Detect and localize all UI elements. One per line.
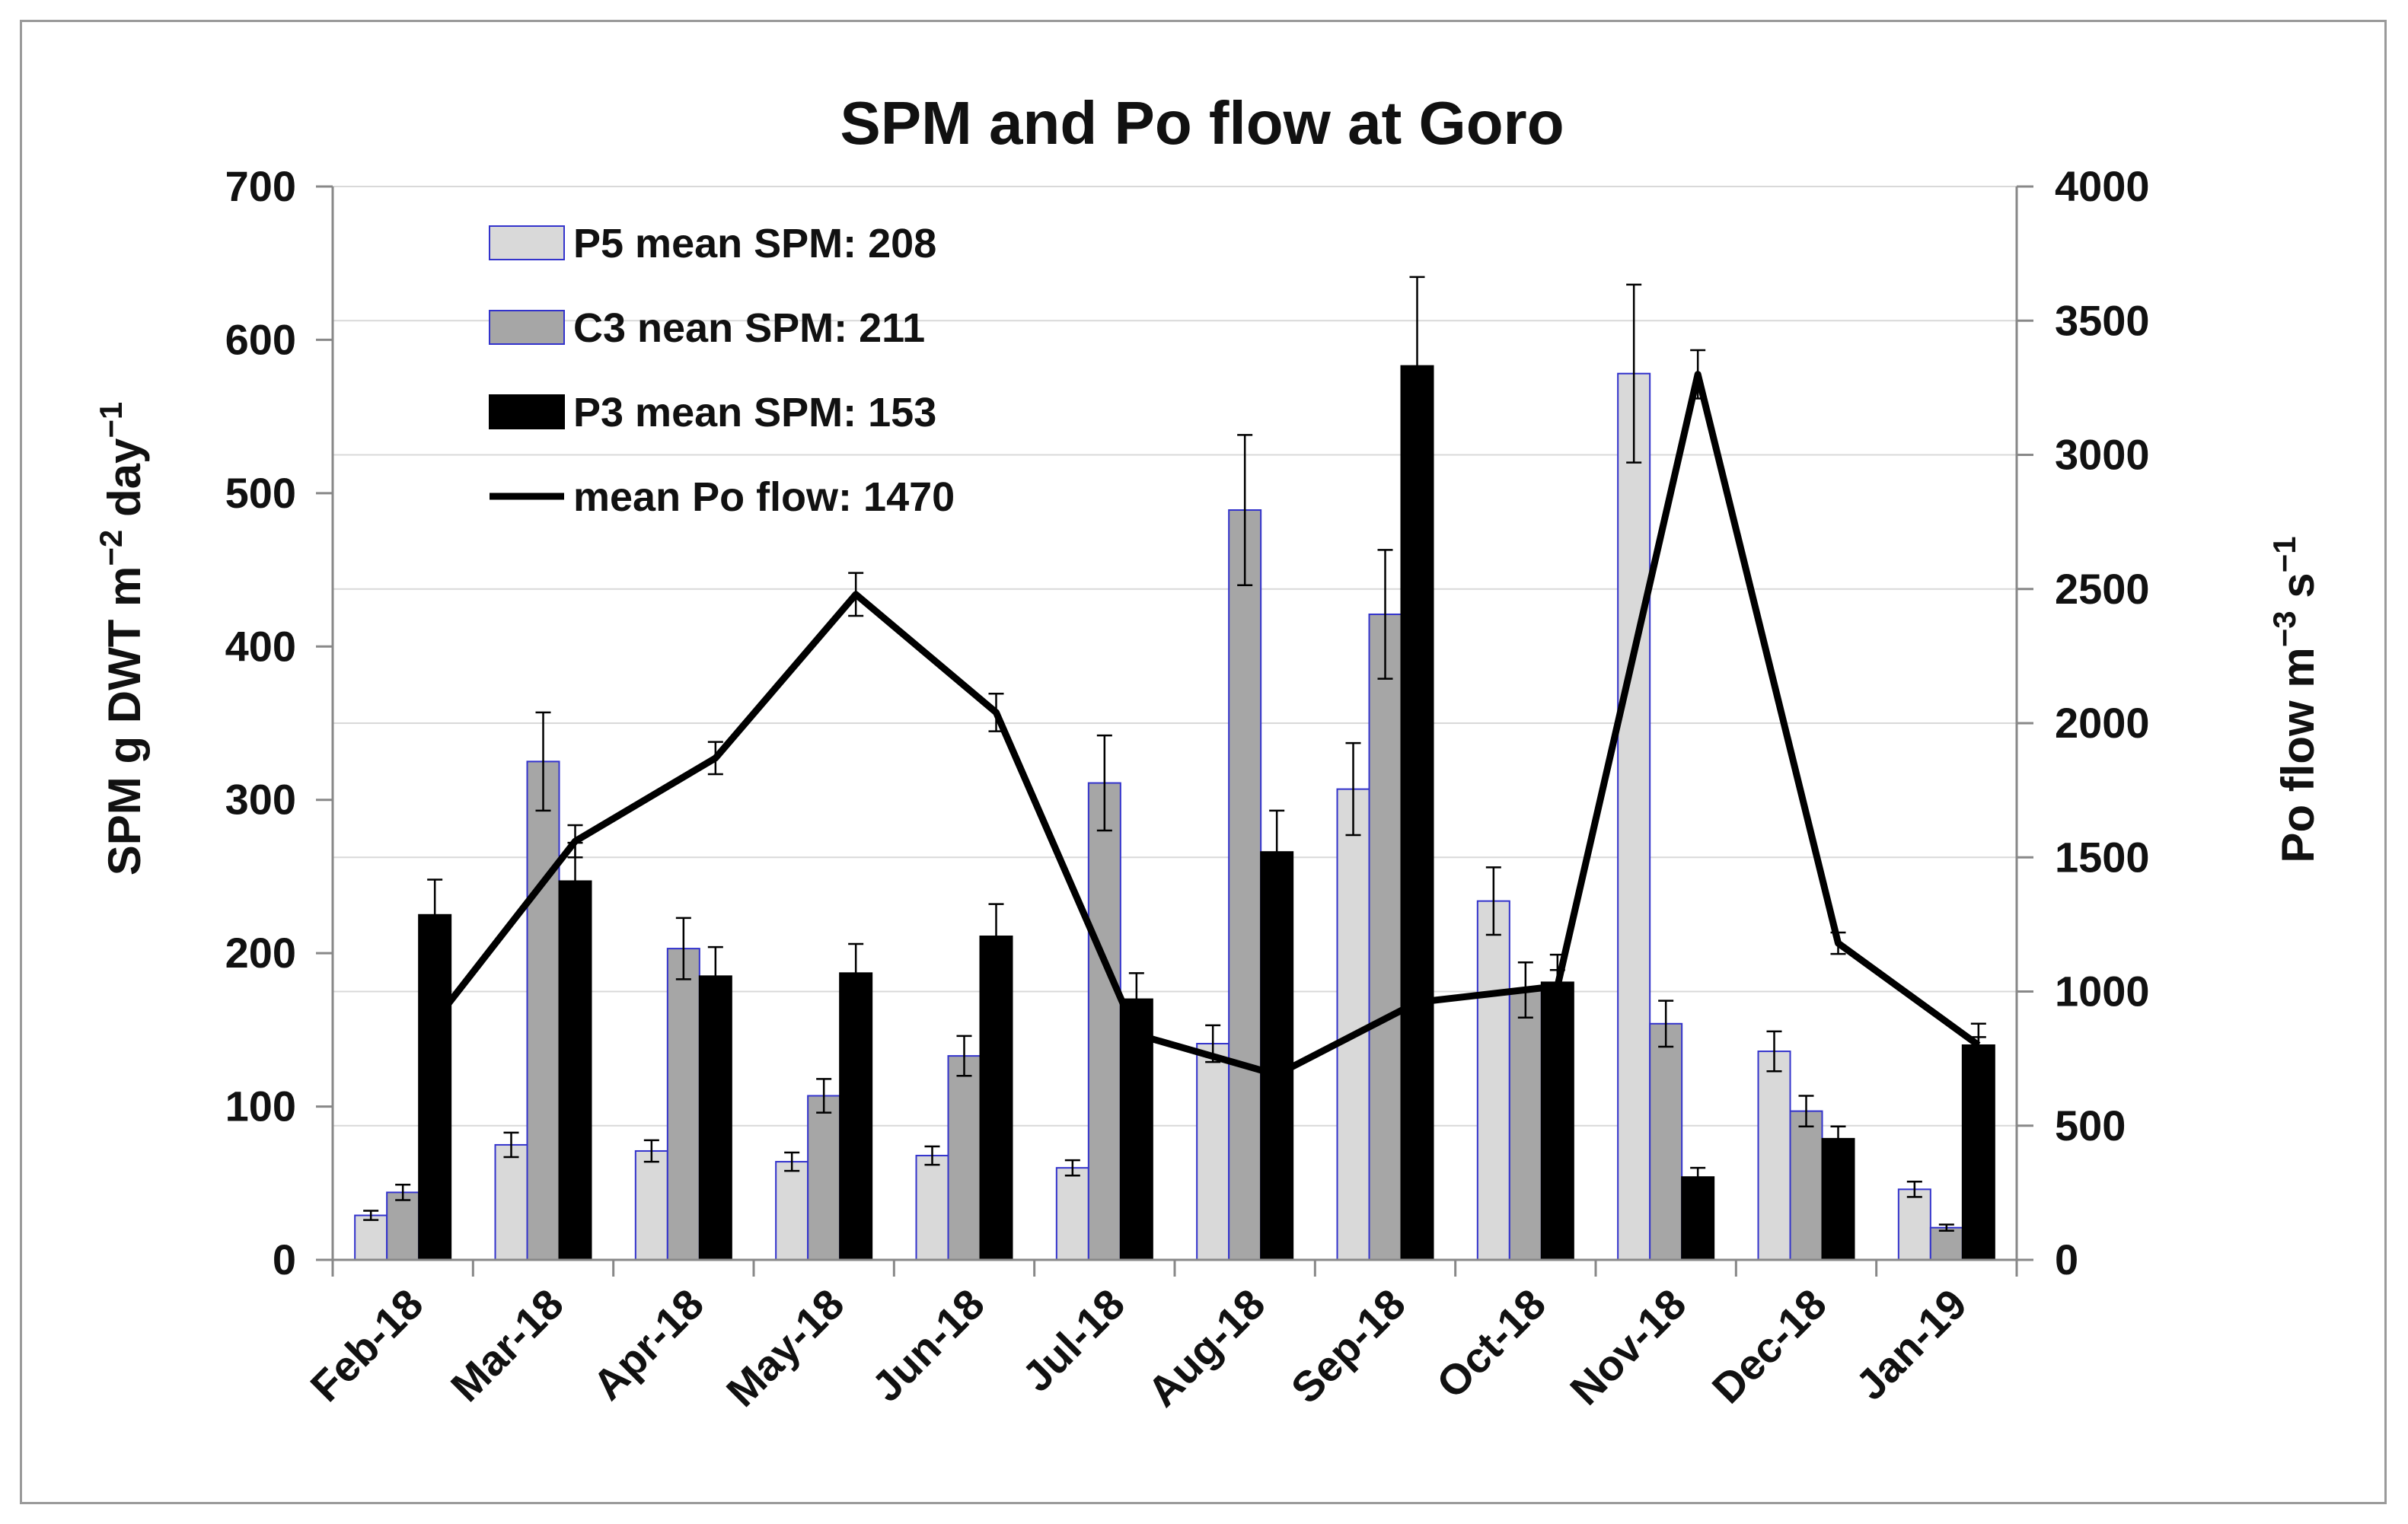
y-tick-label: 700 — [225, 162, 296, 210]
bar — [807, 1095, 841, 1261]
bar — [558, 880, 592, 1261]
legend-swatch — [489, 394, 565, 429]
y-tick-label: 0 — [273, 1235, 296, 1283]
bar — [1789, 1110, 1823, 1261]
bar — [1929, 1226, 1963, 1261]
bar — [634, 1149, 668, 1261]
bar — [839, 972, 873, 1261]
x-tick-label: Feb-18 — [301, 1280, 432, 1411]
x-tick-label: Dec-18 — [1703, 1280, 1836, 1412]
legend-label: P3 mean SPM: 153 — [573, 390, 936, 435]
y2-tick-label: 4000 — [2055, 162, 2150, 210]
chart-title: SPM and Po flow at Goro — [840, 89, 1564, 157]
legend: P5 mean SPM: 208 C3 nean SPM: 211 P3 mean … — [489, 221, 955, 520]
y-tick-label: 100 — [225, 1082, 296, 1130]
x-tick-label: Aug-18 — [1138, 1280, 1274, 1416]
y2-tick-label: 1500 — [2055, 833, 2150, 881]
y2-tick-label: 500 — [2055, 1102, 2126, 1149]
bar — [947, 1055, 981, 1261]
y2-tick-label: 3500 — [2055, 296, 2150, 344]
bars — [354, 276, 1995, 1261]
gridlines — [333, 186, 2017, 1127]
bar — [1228, 509, 1262, 1261]
bar — [386, 1191, 420, 1261]
y2-tick-label: 2000 — [2055, 699, 2150, 747]
x-tick-label: Jan-19 — [1846, 1280, 1976, 1409]
legend-swatch — [489, 225, 565, 260]
y-tick-label: 600 — [225, 315, 296, 363]
bar — [1681, 1176, 1715, 1261]
bar — [418, 913, 452, 1261]
y2-tick-label: 3000 — [2055, 431, 2150, 479]
y2-tick-label: 2500 — [2055, 565, 2150, 613]
bar — [1260, 851, 1294, 1261]
x-tick-label: Mar-18 — [442, 1280, 572, 1411]
y-tick-label: 200 — [225, 929, 296, 977]
flow-series-line — [432, 371, 1981, 1079]
y-axis-label: SPM g DWT m−2 day−1 — [93, 402, 150, 875]
bar — [1540, 981, 1574, 1261]
bar — [1196, 1042, 1230, 1261]
chart-frame: SPM and Po flow at Goro 0 100 200 300 400 500… — [20, 20, 2387, 1504]
y-tick-label: 500 — [225, 469, 296, 517]
bar — [1087, 782, 1121, 1261]
bar — [354, 1214, 388, 1261]
bar — [1821, 1137, 1855, 1261]
bar — [775, 1161, 809, 1261]
chart: SPM and Po flow at Goro 0 100 200 300 400 500… — [93, 89, 2323, 1416]
bar — [1336, 788, 1370, 1261]
x-tick-label: Jul-18 — [1013, 1280, 1134, 1401]
legend-swatch — [489, 310, 565, 345]
flow-line — [427, 349, 1986, 1084]
y2-tick-label: 1000 — [2055, 968, 2150, 1015]
legend-label: mean Po flow: 1470 — [573, 474, 955, 520]
y-tick-label: 400 — [225, 622, 296, 670]
x-tick-label: Apr-18 — [583, 1280, 713, 1409]
bar — [1508, 989, 1542, 1261]
bar — [1897, 1188, 1931, 1261]
bar — [1476, 900, 1510, 1261]
x-tick-label: May-18 — [717, 1280, 853, 1416]
bar — [1757, 1051, 1791, 1261]
y2-axis-label: Po flow m−3 s−1 — [2266, 536, 2323, 862]
x-tick-label: Oct-18 — [1427, 1280, 1555, 1408]
bar — [1961, 1044, 1995, 1261]
bar — [526, 760, 560, 1261]
bar — [979, 935, 1013, 1261]
x-tick-label: Nov-18 — [1561, 1280, 1695, 1414]
bar — [1617, 372, 1651, 1261]
legend-label: C3 nean SPM: 211 — [573, 305, 925, 351]
bar — [666, 948, 700, 1261]
bar — [698, 975, 732, 1261]
bar — [915, 1155, 949, 1261]
bar — [1400, 365, 1434, 1261]
y-tick-label: 300 — [225, 776, 296, 824]
bar — [494, 1143, 528, 1261]
x-tick-label: Sep-18 — [1282, 1280, 1415, 1412]
x-tick-label: Jun-18 — [863, 1280, 993, 1411]
bar — [1368, 613, 1402, 1261]
bar — [1649, 1022, 1683, 1261]
bar — [1055, 1167, 1089, 1261]
legend-label: P5 mean SPM: 208 — [573, 221, 936, 266]
y2-tick-label: 0 — [2055, 1235, 2078, 1283]
